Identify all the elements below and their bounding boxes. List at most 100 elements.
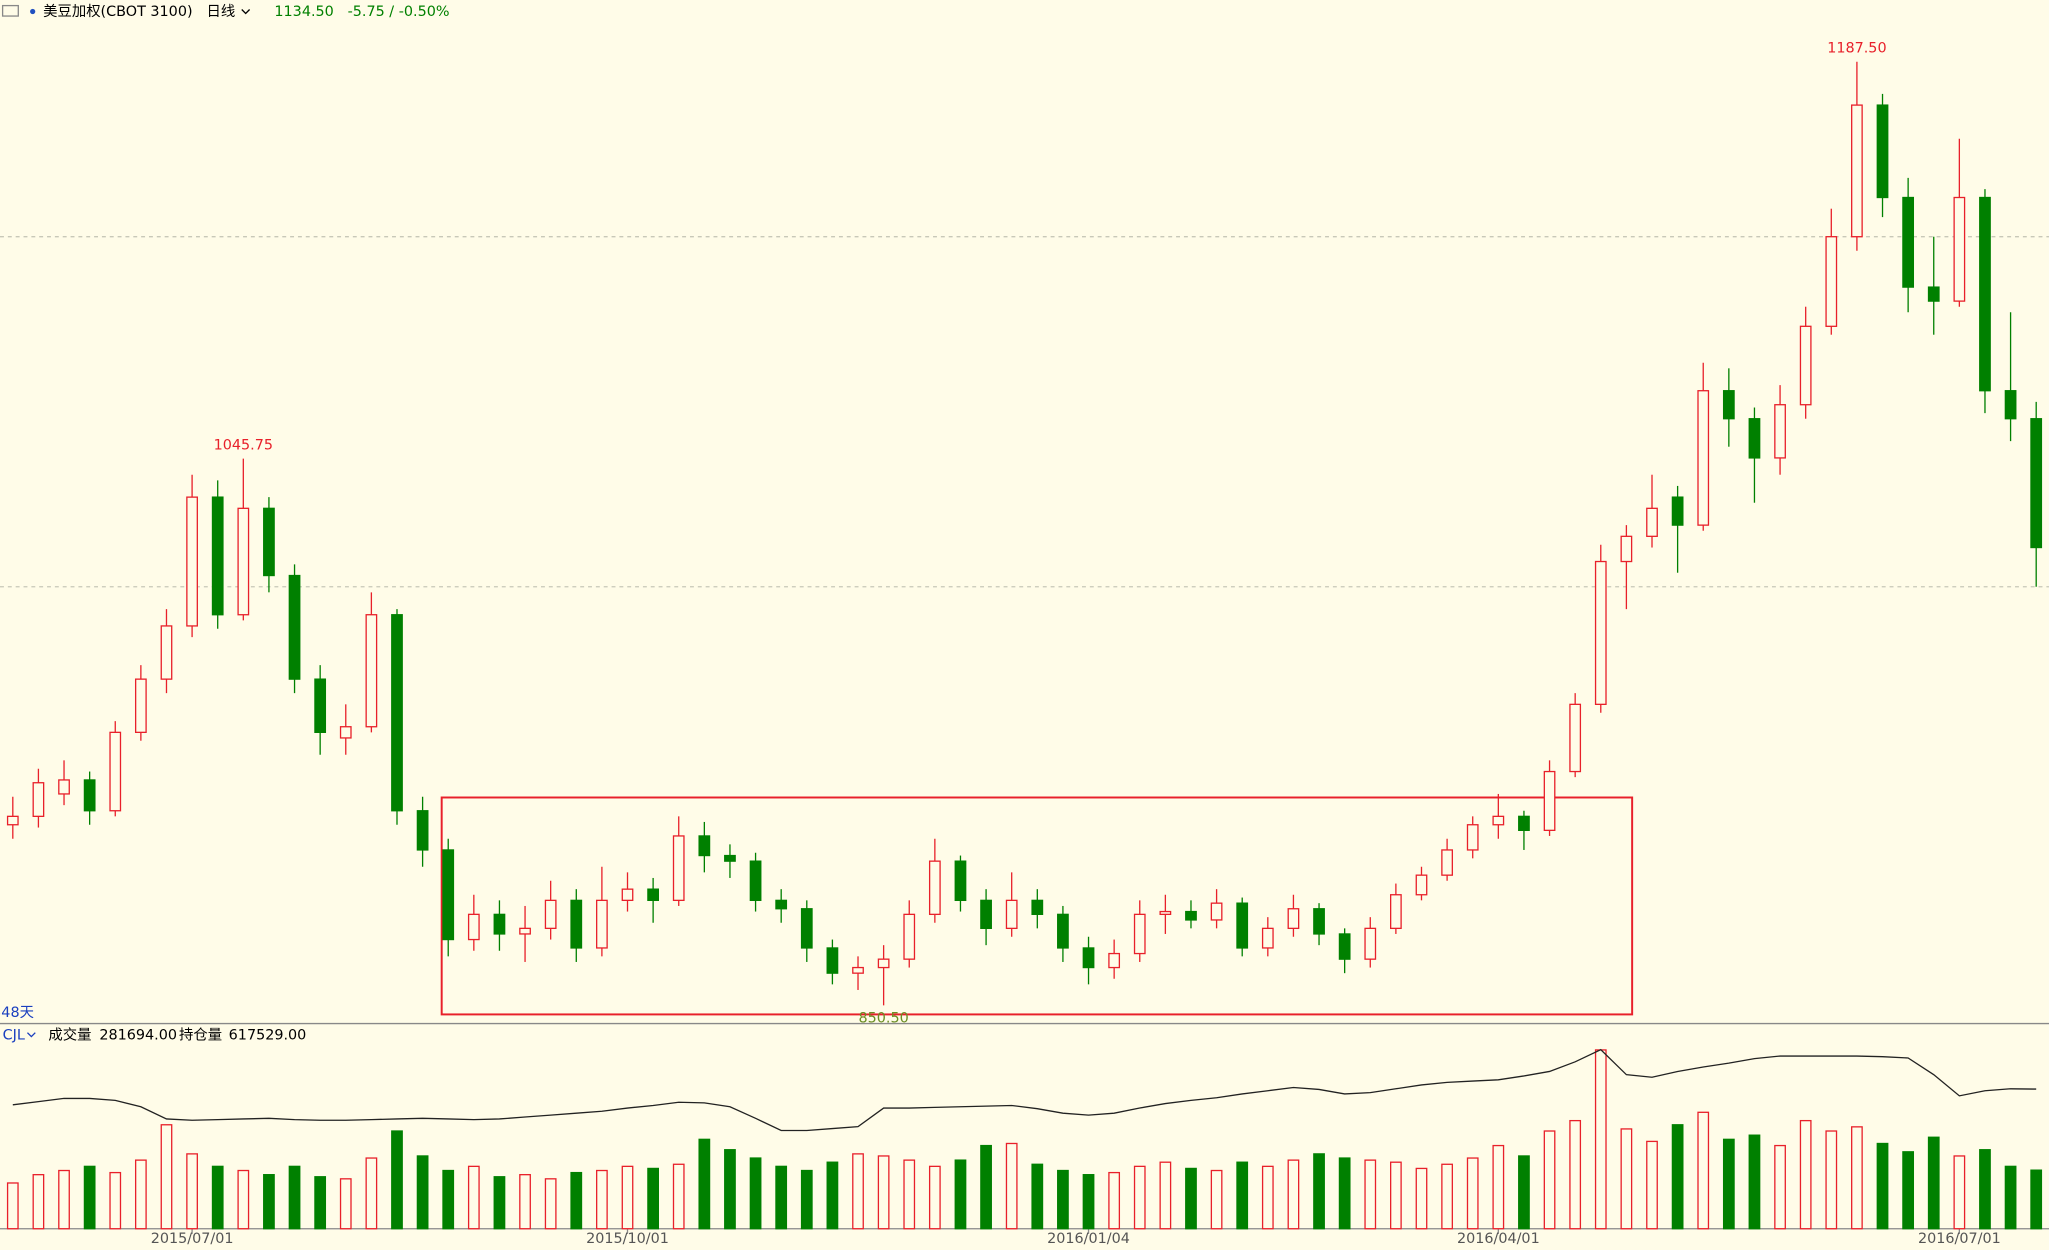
candle-body [1364, 927, 1377, 960]
volume-bar [1697, 1111, 1710, 1230]
candle-body [6, 815, 19, 826]
candle-body [1236, 902, 1249, 949]
volume-bar [1415, 1167, 1428, 1230]
period[interactable]: 日线 [206, 3, 235, 20]
dot-icon [30, 8, 36, 15]
candle-body [1159, 910, 1172, 916]
volume-bar [237, 1169, 250, 1230]
volume-bar [467, 1165, 480, 1230]
indicator-caret[interactable] [26, 1032, 36, 1038]
candle-body [1620, 535, 1633, 563]
x-tick-label: 2015/07/01 [151, 1231, 234, 1247]
candle-body [1057, 913, 1069, 949]
candle-body [1569, 703, 1582, 773]
volume-bar [1236, 1161, 1249, 1230]
candle-body [2004, 390, 2017, 420]
volume-bar [416, 1155, 429, 1230]
volume-bar [1543, 1130, 1556, 1230]
x-tick-label: 2016/04/01 [1457, 1231, 1540, 1247]
volume-bar [1748, 1134, 1761, 1230]
volume-bar [288, 1165, 301, 1230]
candle-body [58, 779, 70, 795]
candle-body [647, 888, 659, 902]
days-label: 348天 [0, 1005, 34, 1021]
volume-bar [1133, 1165, 1146, 1230]
price-change: -5.75 / -0.50% [348, 4, 450, 20]
candle-body [237, 507, 250, 616]
volume-bar [58, 1169, 70, 1230]
volume-bar [1057, 1169, 1069, 1230]
candle-body [1313, 908, 1325, 935]
volume-bar [1953, 1155, 1966, 1230]
volume-bar [1261, 1165, 1274, 1230]
volume-bar [1799, 1119, 1812, 1230]
volume-bar [1108, 1171, 1121, 1230]
volume-bar [442, 1169, 455, 1230]
volume-bar [1441, 1163, 1453, 1230]
candle-body [1287, 908, 1300, 930]
volume-bar [1338, 1157, 1351, 1230]
candle-body [365, 614, 378, 728]
volume-bar [339, 1178, 352, 1230]
volume-bar [1159, 1161, 1172, 1230]
volume-bar [493, 1176, 506, 1230]
volume-bar [1902, 1151, 1915, 1230]
oi-legend: 持仓量 [179, 1026, 222, 1043]
instrument-title[interactable]: 美豆加权(CBOT 3100) [43, 3, 192, 20]
candle-body [160, 625, 173, 680]
candle-body [877, 958, 890, 969]
volume-bar [596, 1169, 608, 1230]
x-tick-label: 2015/10/01 [586, 1231, 669, 1247]
volume-bar [1620, 1128, 1633, 1230]
volume-bar [109, 1171, 122, 1230]
price-annotation: 850.50 [859, 1010, 909, 1026]
candle-body [493, 913, 506, 935]
candle-body [1697, 390, 1710, 526]
menu-icon[interactable] [1, 4, 19, 17]
candle-body [672, 835, 685, 902]
candle-body [2030, 418, 2043, 549]
candle-body [391, 614, 403, 812]
volume-bar [2004, 1165, 2017, 1230]
candle-body [903, 913, 916, 960]
candle-body [339, 726, 352, 739]
candle-body [1261, 927, 1274, 949]
candle-body [1825, 236, 1838, 327]
candle-body [749, 860, 762, 902]
x-tick-label: 2016/01/04 [1047, 1231, 1130, 1247]
candle-body [1902, 196, 1915, 288]
period-caret[interactable] [241, 9, 251, 15]
candle-body [1851, 104, 1863, 238]
volume-bar [1185, 1167, 1197, 1230]
volume-bar [1313, 1153, 1325, 1230]
volume-bar [32, 1174, 45, 1230]
candle-body [32, 782, 45, 818]
volume-bar [1031, 1163, 1044, 1230]
volume-bar [928, 1165, 941, 1230]
volume-bar [83, 1165, 96, 1230]
toolbar [0, 0, 2049, 23]
candle-body [1671, 496, 1684, 526]
volume-bar [1671, 1124, 1684, 1230]
volume-bar [519, 1174, 531, 1230]
volume-bar [1825, 1130, 1838, 1230]
candle-body [1466, 824, 1479, 851]
candle-body [186, 496, 198, 627]
volume-bar [724, 1149, 736, 1230]
volume-bar [1364, 1159, 1377, 1230]
candle-body [544, 899, 557, 930]
volume-bar [186, 1153, 198, 1230]
volume-bar [1927, 1136, 1940, 1230]
highlight-box [440, 796, 1634, 1016]
candle-body [442, 849, 455, 941]
candle-body [570, 899, 583, 949]
volume-bar [1594, 1049, 1607, 1230]
volume-bar [775, 1165, 788, 1230]
volume-bar [160, 1124, 173, 1230]
volume-bar [6, 1182, 19, 1230]
volume-bar [826, 1161, 839, 1230]
volume-bar [980, 1144, 992, 1230]
candle-body [1415, 874, 1428, 896]
indicator-name[interactable]: CJL [3, 1027, 25, 1043]
